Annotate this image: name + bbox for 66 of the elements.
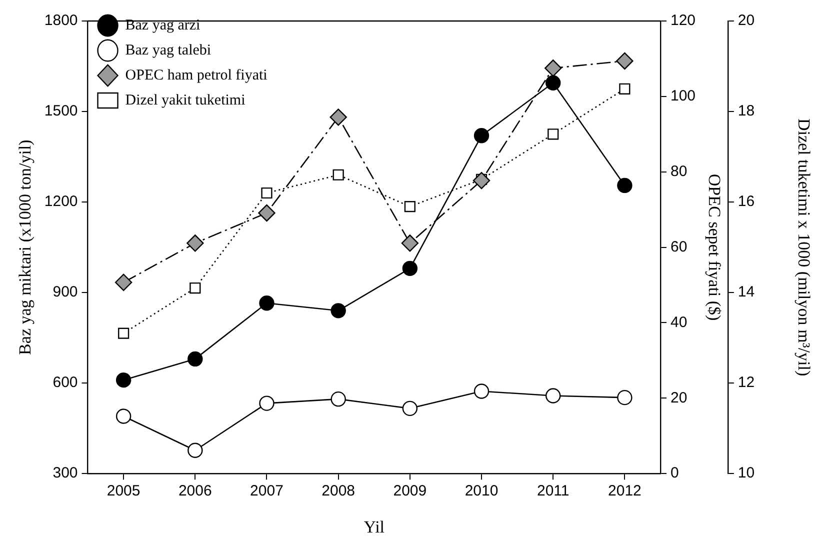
point [617, 178, 632, 194]
x-tick-label: 2011 [536, 482, 570, 500]
point [258, 204, 276, 222]
y2-tick-label: 40 [670, 314, 688, 331]
x-tick-label: 2008 [322, 482, 356, 500]
point [404, 201, 416, 212]
legend-label: Baz yag talebi [125, 42, 212, 58]
y2-tick-label: 120 [670, 12, 696, 30]
point [118, 328, 130, 339]
y2-tick-label: 60 [670, 238, 688, 256]
point [546, 388, 561, 404]
y-tick-label: 1200 [44, 193, 78, 210]
point [619, 83, 630, 94]
point [548, 128, 559, 140]
y3-tick-label: 20 [738, 12, 755, 30]
x-tick-label: 2007 [250, 482, 284, 500]
y3-tick-label: 14 [738, 284, 755, 301]
point [330, 303, 346, 318]
point [188, 351, 203, 367]
legend-label: Dizel yakit tuketimi [125, 92, 246, 108]
y3-tick-label: 18 [738, 102, 755, 120]
point [114, 274, 132, 291]
y2-tick-label: 100 [670, 88, 696, 105]
point [190, 282, 201, 294]
point [116, 372, 132, 388]
point [259, 396, 274, 411]
y2-tick-label: 20 [670, 389, 688, 406]
point [116, 408, 132, 424]
x-tick-label: 2006 [178, 482, 212, 500]
y2-axis-title: OPEC sepet fiyati ($) [705, 174, 724, 321]
y3-tick-label: 16 [738, 193, 755, 210]
point [402, 400, 418, 416]
point [186, 234, 204, 252]
point [332, 169, 344, 180]
y3-axis-title: Dizel tuketimi x 1000 (milyon m³/yil) [794, 118, 814, 376]
point [402, 260, 418, 276]
point [401, 234, 419, 252]
legend-label: Baz yag arzi [125, 17, 200, 34]
y-tick-label: 300 [52, 464, 78, 482]
point [474, 128, 490, 144]
point [330, 391, 346, 407]
y-axis-title: Baz yag miktari (x1000 ton/yil) [16, 140, 35, 355]
y-tick-label: 900 [52, 284, 78, 301]
x-tick-label: 2010 [464, 482, 498, 500]
point [474, 384, 490, 399]
y3-tick-label: 10 [738, 464, 755, 482]
point [330, 108, 347, 126]
point [616, 52, 634, 70]
point [546, 75, 561, 90]
point [259, 296, 274, 311]
y-tick-label: 600 [52, 374, 78, 392]
point [617, 390, 632, 406]
y-tick-label: 1800 [44, 12, 78, 30]
y3-tick-label: 12 [738, 374, 755, 392]
point [472, 172, 490, 190]
y-tick-label: 1500 [44, 102, 78, 120]
y2-tick-label: 0 [670, 464, 679, 482]
legend-label: OPEC ham petrol fiyati [125, 67, 268, 84]
point [188, 442, 203, 458]
point [261, 187, 272, 199]
y2-tick-label: 80 [670, 163, 688, 180]
x-tick-label: 2012 [608, 482, 642, 500]
x-tick-label: 2009 [393, 482, 427, 500]
x-axis-title: Yil [364, 517, 385, 536]
point [544, 60, 562, 77]
x-tick-label: 2005 [106, 482, 140, 500]
